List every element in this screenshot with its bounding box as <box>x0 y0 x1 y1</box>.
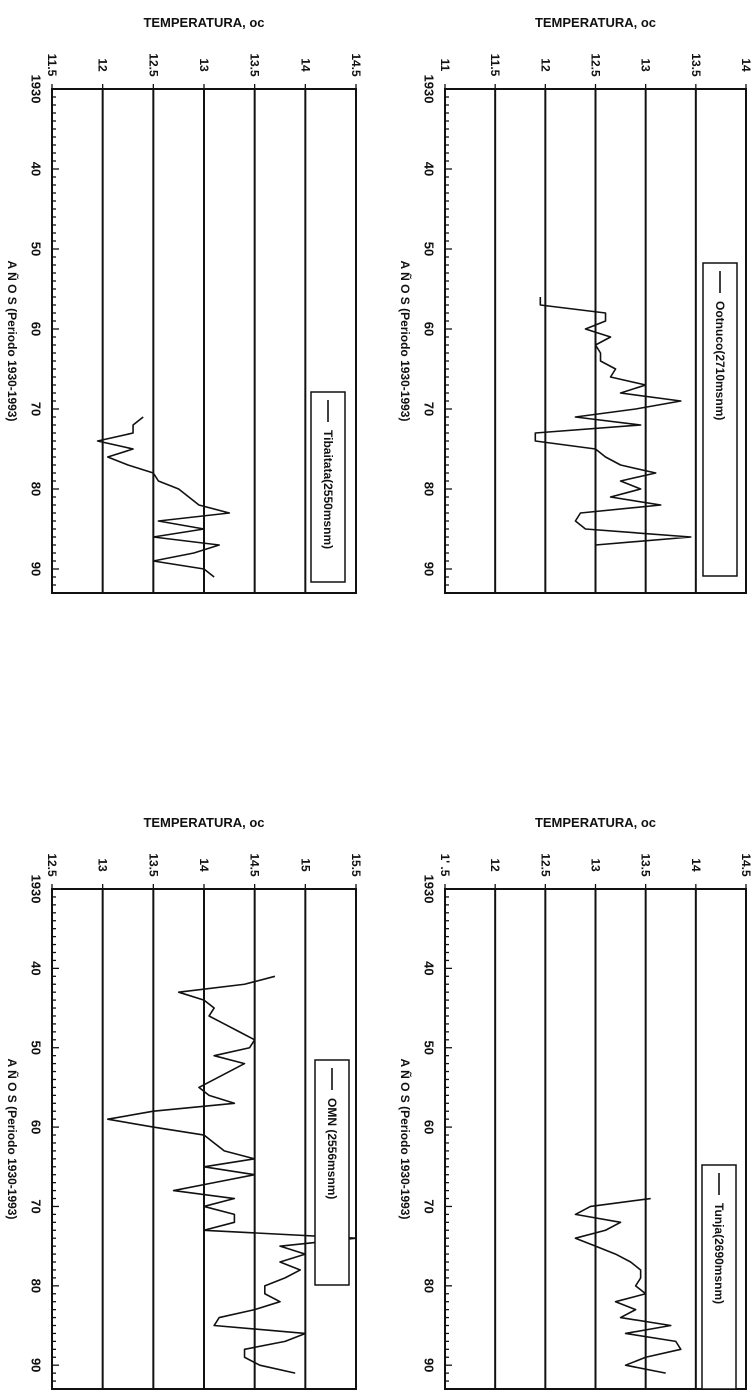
series-line <box>96 416 231 578</box>
legend-label: Tunja(2690msnm) <box>712 1203 726 1304</box>
y-tick-label: 15.5 <box>349 853 363 877</box>
x-tick-label: 70 <box>422 402 437 416</box>
y-tick-label: 12 <box>538 58 552 72</box>
x-tick-label: 50 <box>29 1040 44 1054</box>
series-line <box>574 1197 682 1374</box>
x-tick-label: 40 <box>29 162 44 176</box>
y-tick-label: 14.5 <box>248 853 262 877</box>
y-axis-title: TEMPERATURA, oc <box>143 15 264 30</box>
y-tick-label: 11 <box>438 59 452 72</box>
y-tick-label: 12.5 <box>45 853 59 877</box>
chart-panel-1: 1930 40 50 60 70 80 90 11 11.5 12 12.5 13 13.5 14 TEMP… <box>398 15 753 594</box>
x-tick-label: 80 <box>422 482 437 496</box>
x-tick-label: 1930 <box>29 875 44 904</box>
series-line <box>106 975 357 1374</box>
chart-panel-3: 1930 40 50 60 70 80 90 1' .5 12 12.5 13 13.5 14 14.5 T… <box>398 815 753 1390</box>
legend-box <box>310 391 346 583</box>
y-axis-title: TEMPERATURA, oc <box>535 815 656 830</box>
y-tick-label: 11.5 <box>488 54 502 77</box>
x-tick-label: 50 <box>29 242 44 256</box>
y-tick-label: 13 <box>639 58 653 72</box>
y-tick-label: 15 <box>298 858 312 872</box>
y-tick-label: 13 <box>589 858 603 872</box>
x-tick-label: 50 <box>422 1040 437 1054</box>
legend-box <box>314 1059 350 1286</box>
y-tick-label: 13.5 <box>146 853 160 877</box>
legend-box <box>701 1164 737 1390</box>
legend-label: Tibaitata(2550msnm) <box>321 430 335 549</box>
x-tick-label: 40 <box>422 162 437 176</box>
x-tick-label: 90 <box>422 562 437 576</box>
x-tick-label: 70 <box>29 1199 44 1213</box>
y-tick-label: 12.5 <box>538 853 552 877</box>
x-tick-label: 80 <box>29 1279 44 1293</box>
y-tick-label: 13 <box>197 58 211 72</box>
x-tick-label: 1930 <box>29 75 44 104</box>
x-tick-label: 60 <box>29 1120 44 1134</box>
x-axis-title: A Ñ O S (Periodo 1930-1993) <box>5 261 20 422</box>
x-axis-title: A Ñ O S (Periodo 1930-1993) <box>398 261 413 422</box>
y-tick-label: 13.5 <box>689 53 703 77</box>
y-tick-label: 12.5 <box>146 53 160 77</box>
y-tick-label: 14 <box>739 58 753 72</box>
x-tick-label: 70 <box>422 1199 437 1213</box>
y-tick-label: 14 <box>689 858 703 872</box>
legend-label: Ootnuco(2710msnm) <box>713 301 727 420</box>
x-tick-label: 60 <box>422 322 437 336</box>
x-tick-label: 80 <box>29 482 44 496</box>
y-tick-label: 12 <box>488 858 502 872</box>
y-tick-label: 12 <box>96 58 110 72</box>
y-tick-label: 12.5 <box>589 53 603 77</box>
legend-box <box>702 262 738 577</box>
x-axis-title: A Ñ O S (Periodo 1930-1993) <box>5 1059 20 1220</box>
y-tick-label: 14.5 <box>739 853 753 877</box>
y-tick-label: 13 <box>96 858 110 872</box>
x-tick-label: 60 <box>422 1120 437 1134</box>
y-tick-label: 14 <box>298 58 312 72</box>
x-tick-label: 50 <box>422 242 437 256</box>
y-tick-label: 13.5 <box>248 53 262 77</box>
chart-panel-4: 1930 40 50 60 70 80 90 12.5 13 13.5 14 14.5 15 15.5 TE… <box>5 815 363 1390</box>
x-tick-label: 40 <box>422 961 437 975</box>
y-tick-label: 1' .5 <box>438 854 452 877</box>
x-tick-label: 70 <box>29 402 44 416</box>
x-tick-label: 1930 <box>422 875 437 904</box>
x-tick-label: 40 <box>29 961 44 975</box>
x-tick-label: 60 <box>29 322 44 336</box>
y-axis-title: TEMPERATURA, oc <box>535 15 656 30</box>
y-tick-label: 14 <box>197 858 211 872</box>
x-tick-label: 1930 <box>422 75 437 104</box>
y-tick-label: 13.5 <box>639 853 653 877</box>
y-tick-label: 11.5 <box>45 54 59 77</box>
x-axis-title: A Ñ O S (Periodo 1930-1993) <box>398 1059 413 1220</box>
y-axis-title: TEMPERATURA, oc <box>143 815 264 830</box>
chart-panel-2: 1930 40 50 60 70 80 90 11.5 12 12.5 13 13.5 14 14.5 TE… <box>5 15 363 594</box>
y-tick-label: 14.5 <box>349 53 363 77</box>
x-tick-label: 90 <box>29 562 44 576</box>
legend-label: OMN (2556msnm) <box>325 1098 339 1199</box>
series-line <box>534 297 692 546</box>
x-tick-label: 90 <box>29 1358 44 1372</box>
x-tick-label: 90 <box>422 1358 437 1372</box>
x-tick-label: 80 <box>422 1279 437 1293</box>
